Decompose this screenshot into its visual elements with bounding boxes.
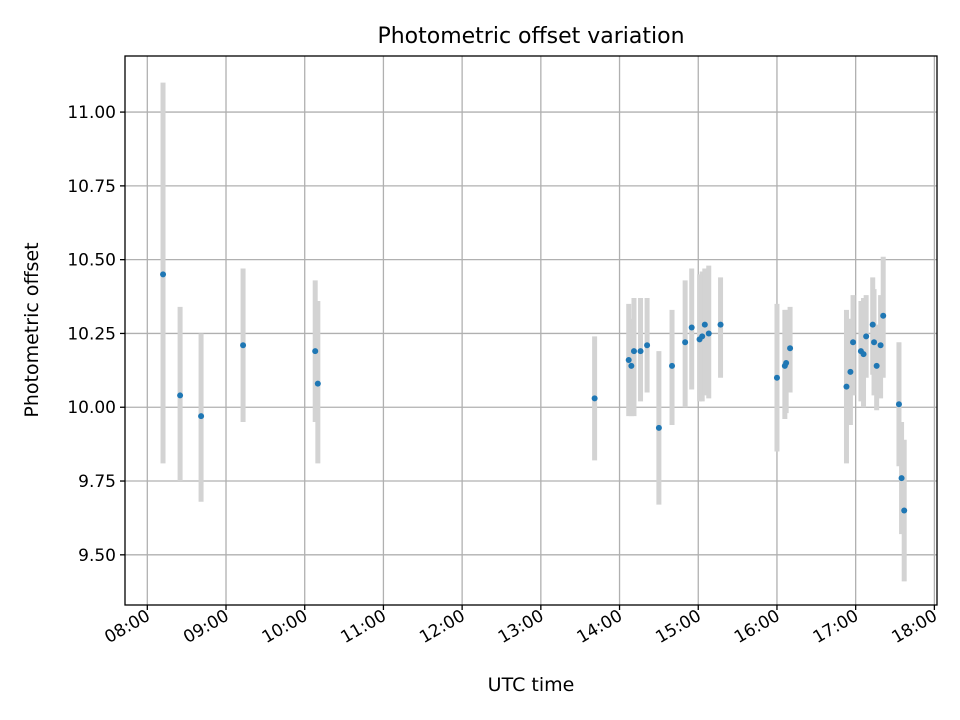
y-tick-label: 10.75 [67, 177, 116, 197]
y-axis-label: Photometric offset [21, 242, 43, 417]
x-axis-label: UTC time [488, 674, 575, 696]
y-tick-label: 10.00 [67, 398, 116, 418]
data-point [877, 342, 884, 349]
data-point [314, 380, 321, 387]
y-tick-label: 9.50 [78, 546, 116, 566]
data-point [628, 362, 635, 369]
data-point [701, 321, 708, 328]
data-point [699, 333, 706, 340]
plot-frame [124, 55, 938, 606]
data-point [625, 357, 632, 364]
data-points [160, 271, 908, 514]
data-point [850, 339, 857, 346]
chart-title: Photometric offset variation [377, 24, 684, 49]
data-point [312, 348, 319, 355]
data-point [901, 507, 908, 514]
data-point [895, 401, 902, 408]
y-tick-label: 9.75 [78, 472, 116, 492]
data-point [240, 342, 247, 349]
data-point [783, 359, 790, 366]
data-point [160, 271, 167, 278]
data-point [717, 321, 724, 328]
data-point [863, 333, 870, 340]
y-tick-label: 10.25 [67, 324, 116, 344]
data-point [644, 342, 651, 349]
data-point [705, 330, 712, 337]
data-point [880, 312, 887, 319]
data-point [898, 475, 905, 482]
data-point [630, 348, 637, 355]
data-point [773, 374, 780, 381]
data-point [843, 383, 850, 390]
data-point [873, 362, 880, 369]
y-tick-label: 10.50 [67, 251, 116, 271]
data-point [847, 368, 854, 375]
data-point [177, 392, 184, 399]
data-point [655, 424, 662, 431]
data-point [860, 351, 867, 358]
data-point [688, 324, 695, 331]
data-point [787, 345, 794, 352]
data-point [637, 348, 644, 355]
data-point [198, 413, 205, 420]
data-point [682, 339, 689, 346]
data-point [591, 395, 598, 402]
data-point [669, 362, 676, 369]
y-tick-label: 11.00 [67, 103, 116, 123]
data-point [869, 321, 876, 328]
data-point [871, 339, 878, 346]
